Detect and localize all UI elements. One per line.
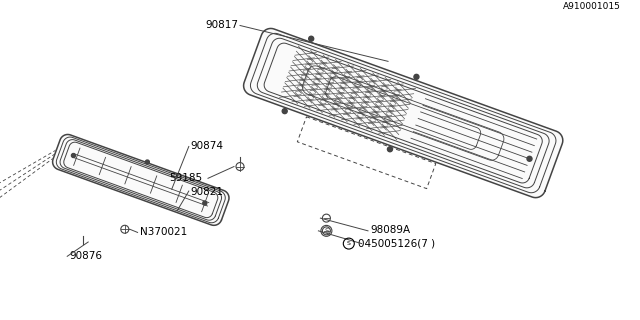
Text: 045005126(7 ): 045005126(7 ) [358,239,435,249]
Circle shape [414,74,419,79]
Circle shape [308,36,314,41]
Polygon shape [244,28,563,198]
Text: 90876: 90876 [69,251,102,261]
Circle shape [387,147,392,152]
Circle shape [282,109,287,114]
Circle shape [203,201,207,205]
Circle shape [72,154,76,157]
Text: N370021: N370021 [140,228,187,237]
Text: S: S [324,228,328,234]
Text: 90817: 90817 [205,20,239,30]
Text: 59185: 59185 [170,173,203,183]
Text: S: S [347,241,351,246]
Circle shape [527,156,532,161]
Text: 90821: 90821 [191,187,224,197]
Text: A910001015: A910001015 [563,2,621,11]
Text: 90874: 90874 [191,141,224,151]
Text: 98089A: 98089A [370,225,410,235]
Circle shape [145,160,149,164]
Polygon shape [52,134,229,225]
